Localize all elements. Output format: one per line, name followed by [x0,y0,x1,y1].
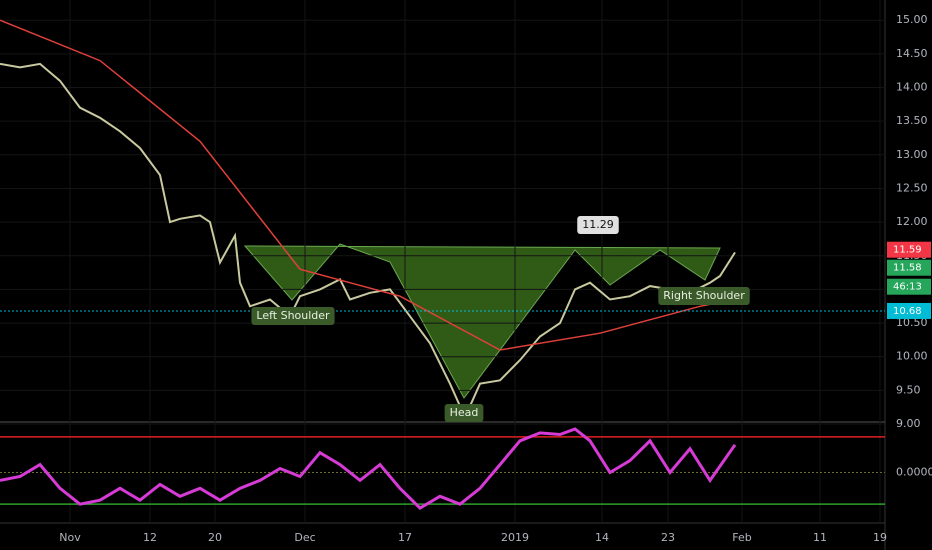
x-tick-label: 14 [595,531,609,544]
annotation: 11.29 [577,216,619,234]
x-tick-label: 11 [813,531,827,544]
y-tick-label: 14.00 [896,81,928,94]
y-tick-label: 13.50 [896,114,928,127]
x-tick-label: 2019 [501,531,529,544]
x-tick-label: Nov [59,531,81,544]
y-tick-label: 14.50 [896,47,928,60]
pattern [243,243,721,399]
price-label-box [887,241,931,258]
annotation-box [658,287,750,305]
y-tick-label: 15.00 [896,13,928,26]
x-tick-label: 19 [873,531,887,544]
x-tick-label: Dec [294,531,315,544]
annotation-label: Head [450,406,479,419]
osc-tick-label: 0.0000 [896,466,932,479]
y-tick-label: 13.00 [896,148,928,161]
annotation: Head [444,404,484,422]
x-tick-label: Feb [732,531,751,544]
annotation-label: 11.29 [582,218,614,231]
annotation-label: Left Shoulder [256,309,330,322]
y-tick-label: 12.50 [896,181,928,194]
x-tick-label: 23 [661,531,675,544]
annotation: Left Shoulder [251,307,335,325]
y-tick-label: 10.00 [896,350,928,363]
price-label: 11.59 [893,245,922,256]
price-label-box [887,259,931,276]
y-tick-label: 9.00 [896,417,921,430]
y-tick-label: 12.00 [896,215,928,228]
price-label-box [887,302,931,319]
series-line [0,19,736,351]
price-label: 46:13 [893,282,922,293]
x-tick-label: 12 [143,531,157,544]
y-tick-label: 10.50 [896,316,928,329]
annotation-box [444,404,484,422]
price-label-box [887,278,931,295]
annotation-label: Right Shoulder [663,289,745,302]
price-label: 10.68 [893,306,922,317]
x-tick-label: 17 [398,531,412,544]
osc-line [0,427,737,510]
x-tick-label: 20 [208,531,222,544]
y-tick-label: 9.50 [896,383,921,396]
annotation-box [577,216,619,234]
price-label: 11.58 [893,263,922,274]
annotation-box [251,307,335,325]
annotation: Right Shoulder [658,287,750,305]
series-line [0,62,736,420]
